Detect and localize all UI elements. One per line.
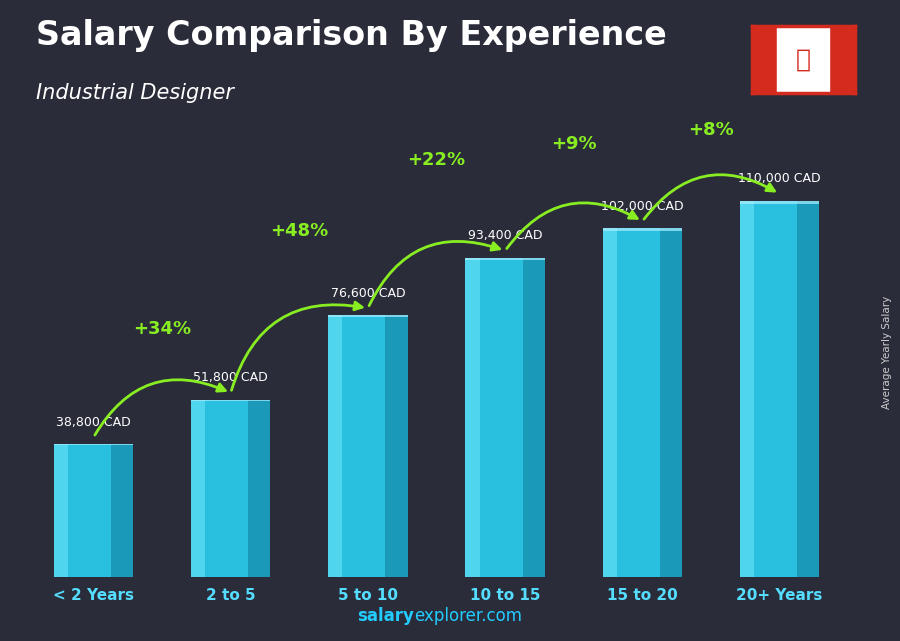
Bar <box>740 201 754 577</box>
Bar <box>328 315 385 577</box>
Text: 🍁: 🍁 <box>796 47 811 71</box>
Bar <box>248 400 271 577</box>
Text: Average Yearly Salary: Average Yearly Salary <box>881 296 892 409</box>
Bar <box>740 201 797 577</box>
Bar <box>54 444 68 577</box>
Text: 51,800 CAD: 51,800 CAD <box>194 371 268 385</box>
Text: 93,400 CAD: 93,400 CAD <box>468 229 543 242</box>
Bar <box>660 228 682 577</box>
Text: explorer.com: explorer.com <box>414 607 522 625</box>
Bar <box>797 201 819 577</box>
Bar <box>328 315 408 317</box>
Text: salary: salary <box>357 607 414 625</box>
Bar <box>54 444 133 445</box>
Text: Salary Comparison By Experience: Salary Comparison By Experience <box>36 19 667 52</box>
Bar <box>54 444 111 577</box>
Bar <box>191 400 205 577</box>
Text: Industrial Designer: Industrial Designer <box>36 83 234 103</box>
Text: +48%: +48% <box>270 222 328 240</box>
Text: +22%: +22% <box>408 151 465 169</box>
Bar <box>740 201 819 204</box>
Bar <box>778 26 829 93</box>
Bar <box>465 258 544 260</box>
Text: +9%: +9% <box>551 135 597 153</box>
Bar <box>602 228 660 577</box>
Bar <box>191 400 271 401</box>
Bar <box>191 400 248 577</box>
Bar <box>328 315 342 577</box>
Bar <box>829 26 855 93</box>
Text: +34%: +34% <box>133 320 191 338</box>
Text: 110,000 CAD: 110,000 CAD <box>738 172 821 185</box>
Text: 76,600 CAD: 76,600 CAD <box>330 287 405 299</box>
Bar <box>111 444 133 577</box>
Text: +8%: +8% <box>688 121 734 139</box>
Bar <box>752 26 778 93</box>
Bar <box>602 228 616 577</box>
Text: 102,000 CAD: 102,000 CAD <box>601 200 684 213</box>
Bar <box>602 228 682 231</box>
Bar <box>465 258 523 577</box>
Bar <box>523 258 544 577</box>
Bar <box>385 315 408 577</box>
Bar <box>465 258 480 577</box>
Text: 38,800 CAD: 38,800 CAD <box>56 416 130 429</box>
